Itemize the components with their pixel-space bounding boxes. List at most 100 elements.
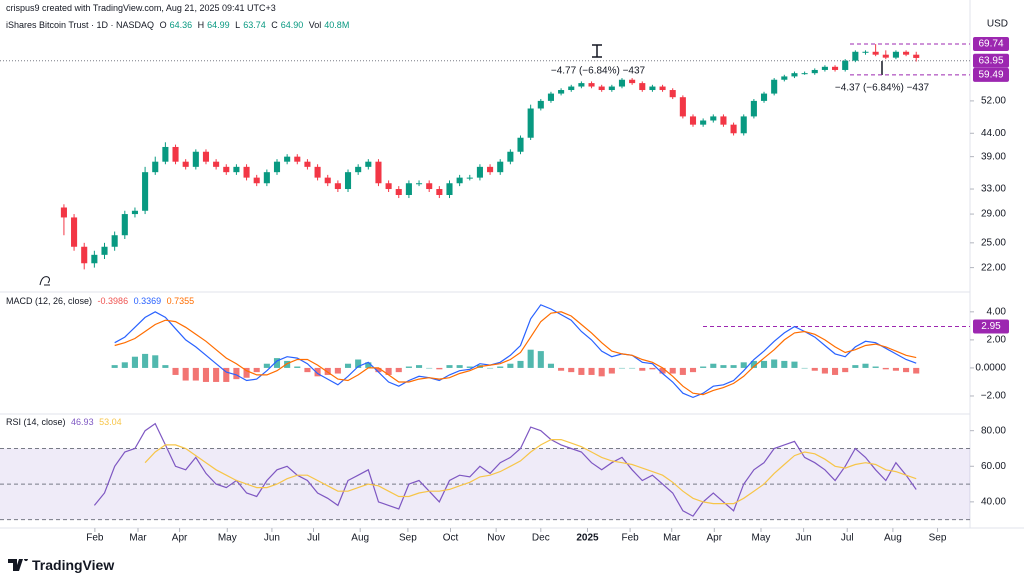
candle-body: [395, 189, 402, 195]
x-tick-label: Apr: [707, 533, 723, 544]
currency: USD: [987, 19, 1008, 30]
price-box-label: 59.49: [978, 69, 1003, 80]
candle-body: [324, 177, 331, 184]
volume-name: Vol: [308, 20, 322, 30]
candle-body: [426, 183, 433, 190]
candle-body: [821, 66, 828, 70]
histogram-bar: [872, 366, 879, 368]
histogram-bar: [679, 367, 686, 375]
candle-body: [202, 151, 210, 162]
candle-body: [832, 66, 839, 70]
legend-value: 46.93: [71, 417, 94, 427]
y-tick-label: 40.00: [981, 497, 1006, 508]
histogram-bar: [903, 367, 910, 373]
histogram-bar: [588, 367, 595, 375]
x-tick-label: Mar: [663, 533, 681, 544]
histogram-bar: [365, 362, 372, 368]
candle-body: [172, 146, 179, 162]
symbol-legend: iShares Bitcoin Trust · 1D · NASDAQ O 64.…: [6, 20, 352, 30]
histogram-bar: [314, 367, 321, 377]
candle-body: [223, 166, 230, 173]
candle-body: [872, 51, 879, 55]
macd-title: MACD (12, 26, close): [6, 296, 93, 306]
histogram-bar: [142, 353, 149, 368]
histogram-bar: [852, 365, 859, 368]
histogram-bar: [760, 360, 768, 368]
y-tick-label: 29.00: [981, 209, 1006, 220]
histogram-bar: [284, 360, 291, 368]
x-tick-label: Jul: [841, 533, 854, 544]
candle-body: [517, 137, 524, 152]
candle-body: [558, 90, 565, 94]
x-tick-label: Nov: [487, 533, 505, 544]
histogram-bar: [537, 351, 544, 368]
histogram-bar: [446, 365, 453, 368]
candle-body: [162, 146, 169, 162]
candle-body: [111, 235, 118, 247]
line: [144, 439, 917, 505]
x-tick-label: Sep: [399, 533, 417, 544]
histogram-bar: [892, 367, 899, 371]
x-tick-label: Aug: [351, 533, 369, 544]
histogram-bar: [740, 362, 747, 368]
histogram-bar: [720, 365, 727, 368]
x-tick-label: Aug: [884, 533, 902, 544]
candle-body: [436, 189, 443, 195]
histogram-bar: [294, 366, 301, 368]
histogram-bar: [882, 367, 889, 370]
histogram-bar: [375, 367, 382, 373]
volume: 40.8M: [324, 20, 350, 30]
candle-body: [142, 172, 149, 211]
candle-body: [811, 69, 818, 74]
line: [114, 304, 917, 399]
histogram-bar: [233, 367, 240, 380]
x-tick-label: Feb: [621, 533, 639, 544]
candle-body: [273, 161, 281, 173]
candle-body: [598, 86, 605, 91]
candle-body: [344, 172, 352, 190]
candle-body: [476, 166, 483, 178]
rsi-legend: RSI (14, close) 46.93 53.04: [6, 417, 125, 427]
candle-body: [375, 161, 382, 184]
histogram-bar: [710, 363, 717, 368]
candle-body: [304, 161, 311, 167]
line: [93, 422, 917, 517]
candle-body: [629, 79, 636, 84]
histogram-bar: [395, 367, 402, 373]
histogram-bar: [263, 363, 270, 368]
candle-body: [750, 100, 757, 117]
candle-body: [649, 86, 656, 91]
histogram-bar: [669, 367, 676, 374]
y-tick-label: −2.00: [981, 391, 1007, 402]
rsi-title: RSI (14, close): [6, 417, 66, 427]
candle-body: [537, 100, 544, 109]
histogram-bar: [152, 355, 159, 368]
histogram-bar: [821, 367, 828, 374]
histogram-bar: [578, 367, 585, 375]
legend-value: -0.3986: [97, 296, 129, 306]
ohlc-name: H: [197, 20, 205, 30]
candle-body: [720, 116, 727, 125]
candle-body: [233, 166, 240, 173]
measure-label: −4.77 (−6.84%) −437: [551, 66, 646, 77]
y-tick-label: 44.00: [981, 128, 1006, 139]
histogram-bar: [405, 366, 412, 368]
candle-body: [243, 166, 250, 178]
candle-body: [182, 161, 189, 167]
line: [114, 311, 917, 396]
candle-body: [740, 116, 747, 134]
ohlc-name: L: [235, 20, 241, 30]
histogram-bar: [862, 363, 869, 368]
ohlc-value: 64.99: [207, 20, 230, 30]
ohlc-value: 64.90: [280, 20, 304, 30]
candle-body: [689, 116, 697, 125]
ohlc-value: 64.36: [169, 20, 193, 30]
dino-icon: [39, 276, 50, 286]
candle-body: [294, 156, 301, 162]
x-tick-label: May: [218, 533, 237, 544]
histogram-bar: [487, 367, 494, 369]
y-tick-label: 80.00: [981, 425, 1006, 436]
candle-body: [669, 90, 676, 98]
candle-body: [101, 246, 108, 255]
